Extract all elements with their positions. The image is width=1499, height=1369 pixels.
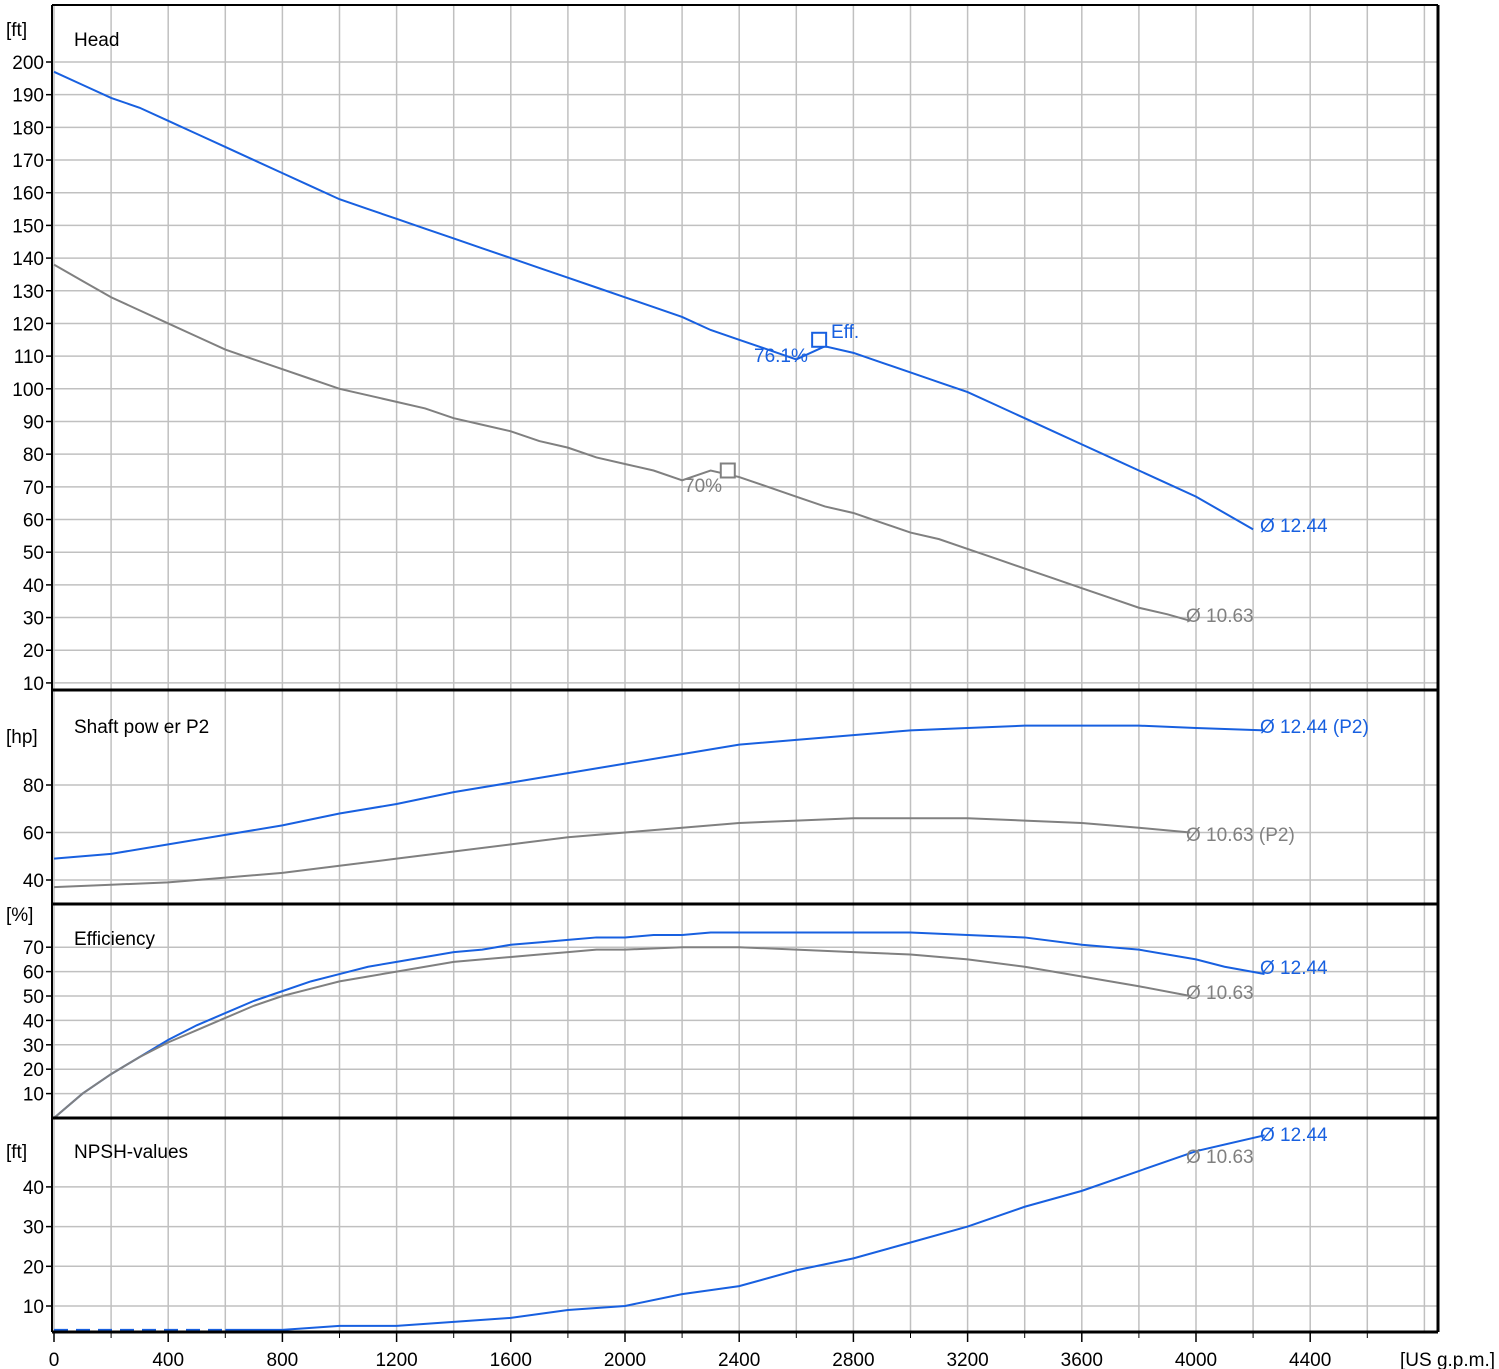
head-y-tick-label: 110: [14, 347, 44, 368]
head-y-tick-label: 20: [23, 641, 44, 662]
head-unit-label: [ft]: [6, 20, 27, 41]
head-y-tick-label: 70: [23, 478, 44, 499]
x-tick-label: 4000: [1175, 1350, 1217, 1369]
head-y-tick-label: 90: [23, 412, 44, 433]
npsh-annotation: Ø 12.44: [1260, 1125, 1328, 1146]
head-y-tick-label: 50: [23, 543, 44, 564]
head-y-tick-label: 40: [23, 576, 44, 597]
x-tick-label: 3600: [1061, 1350, 1103, 1369]
x-tick-label: 1200: [375, 1350, 417, 1369]
power-y-tick-label: 80: [23, 776, 44, 797]
head-y-tick-label: 100: [12, 380, 44, 401]
head-annotation: Ø 10.63: [1186, 606, 1254, 627]
efficiency-series-line: [53, 931, 1265, 1119]
npsh-annotation: Ø 10.63: [1186, 1147, 1254, 1168]
npsh-unit-label: [ft]: [6, 1142, 27, 1163]
head-y-tick-label: 180: [12, 118, 44, 139]
head-y-tick-label: 140: [12, 249, 44, 270]
head-y-tick-label: 130: [12, 282, 44, 303]
npsh-panel-title: NPSH-values: [74, 1142, 188, 1163]
power-y-tick-label: 40: [23, 871, 44, 892]
head-annotation: Ø 12.44: [1260, 516, 1328, 537]
x-tick-label: 0: [49, 1350, 60, 1369]
efficiency-y-tick-label: 60: [23, 963, 44, 984]
efficiency-panel-title: Efficiency: [74, 929, 155, 950]
x-unit-label: [US g.p.m.]: [1400, 1350, 1495, 1369]
efficiency-unit-label: [%]: [6, 905, 33, 926]
head-panel-title: Head: [74, 30, 119, 51]
npsh-series-line: [225, 1134, 1265, 1331]
head-annotation: Eff.: [831, 322, 859, 343]
head-y-tick-label: 10: [23, 674, 44, 695]
efficiency-y-tick-label: 70: [23, 938, 44, 959]
efficiency-y-tick-label: 40: [23, 1011, 44, 1032]
power-annotation: Ø 12.44 (P2): [1260, 717, 1369, 738]
x-tick-label: 2800: [832, 1350, 874, 1369]
efficiency-y-tick-label: 10: [23, 1085, 44, 1106]
head-y-tick-label: 150: [12, 216, 44, 237]
head-y-tick-label: 80: [23, 445, 44, 466]
efficiency-series-line: [53, 946, 1191, 1119]
x-tick-label: 1600: [490, 1350, 532, 1369]
head-annotation: 76.1%: [754, 346, 808, 367]
npsh-y-tick-label: 10: [23, 1297, 44, 1318]
x-tick-label: 800: [267, 1350, 299, 1369]
efficiency-annotation: Ø 12.44: [1260, 958, 1328, 979]
head-y-tick-label: 160: [12, 184, 44, 205]
x-tick-label: 400: [152, 1350, 184, 1369]
head-series-line: [53, 263, 1191, 622]
x-tick-label: 3200: [946, 1350, 988, 1369]
x-tick-label: 2400: [718, 1350, 760, 1369]
head-y-tick-label: 170: [12, 151, 44, 172]
efficiency-annotation: Ø 10.63: [1186, 983, 1254, 1004]
head-duty-point-marker: [719, 462, 736, 479]
npsh-y-tick-label: 30: [23, 1218, 44, 1239]
head-y-tick-label: 30: [23, 609, 44, 630]
power-y-tick-label: 60: [23, 824, 44, 845]
head-y-tick-label: 190: [12, 86, 44, 107]
power-annotation: Ø 10.63 (P2): [1186, 825, 1295, 846]
power-series-line: [53, 724, 1265, 860]
npsh-y-tick-label: 20: [23, 1257, 44, 1278]
efficiency-y-tick-label: 50: [23, 987, 44, 1008]
x-tick-label: 2000: [604, 1350, 646, 1369]
head-series-line: [53, 70, 1254, 531]
efficiency-y-tick-label: 30: [23, 1036, 44, 1057]
head-y-tick-label: 120: [12, 314, 44, 335]
x-tick-label: 4400: [1289, 1350, 1331, 1369]
power-unit-label: [hp]: [6, 727, 38, 748]
power-series-line: [53, 817, 1191, 889]
npsh-y-tick-label: 40: [23, 1178, 44, 1199]
head-duty-point-marker: [811, 331, 828, 348]
head-annotation: 70%: [684, 476, 722, 497]
head-y-tick-label: 60: [23, 511, 44, 532]
efficiency-y-tick-label: 20: [23, 1060, 44, 1081]
power-panel-title: Shaft pow er P2: [74, 717, 209, 738]
head-y-tick-label: 200: [12, 53, 44, 74]
